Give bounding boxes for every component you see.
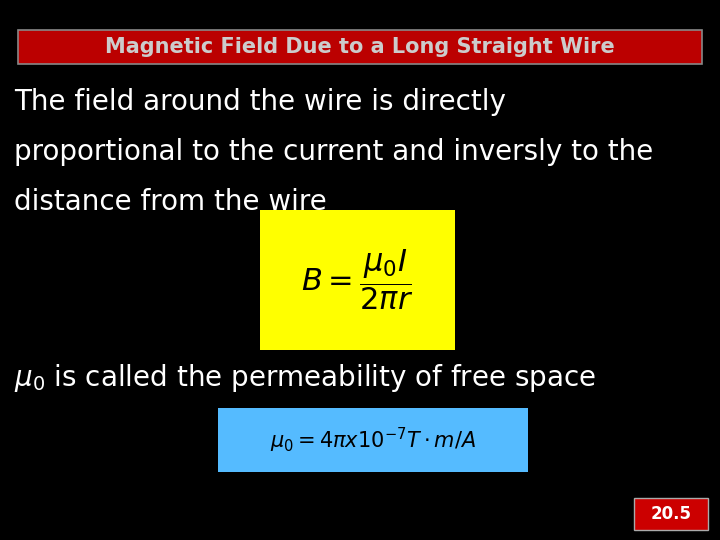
Text: $B = \dfrac{\mu_0 I}{2\pi r}$: $B = \dfrac{\mu_0 I}{2\pi r}$ xyxy=(302,248,413,312)
Text: proportional to the current and inversly to the: proportional to the current and inversly… xyxy=(14,138,653,166)
Text: distance from the wire: distance from the wire xyxy=(14,188,327,216)
FancyBboxPatch shape xyxy=(634,498,708,530)
Text: 20.5: 20.5 xyxy=(650,505,691,523)
Text: The field around the wire is directly: The field around the wire is directly xyxy=(14,88,506,116)
Text: $\mu_0$ is called the permeability of free space: $\mu_0$ is called the permeability of fr… xyxy=(14,362,596,394)
Text: $\mu_0 = 4\pi x10^{-7}T \cdot m / A$: $\mu_0 = 4\pi x10^{-7}T \cdot m / A$ xyxy=(270,426,476,455)
FancyBboxPatch shape xyxy=(18,30,702,64)
Text: Magnetic Field Due to a Long Straight Wire: Magnetic Field Due to a Long Straight Wi… xyxy=(105,37,615,57)
FancyBboxPatch shape xyxy=(218,408,528,472)
FancyBboxPatch shape xyxy=(260,210,455,350)
